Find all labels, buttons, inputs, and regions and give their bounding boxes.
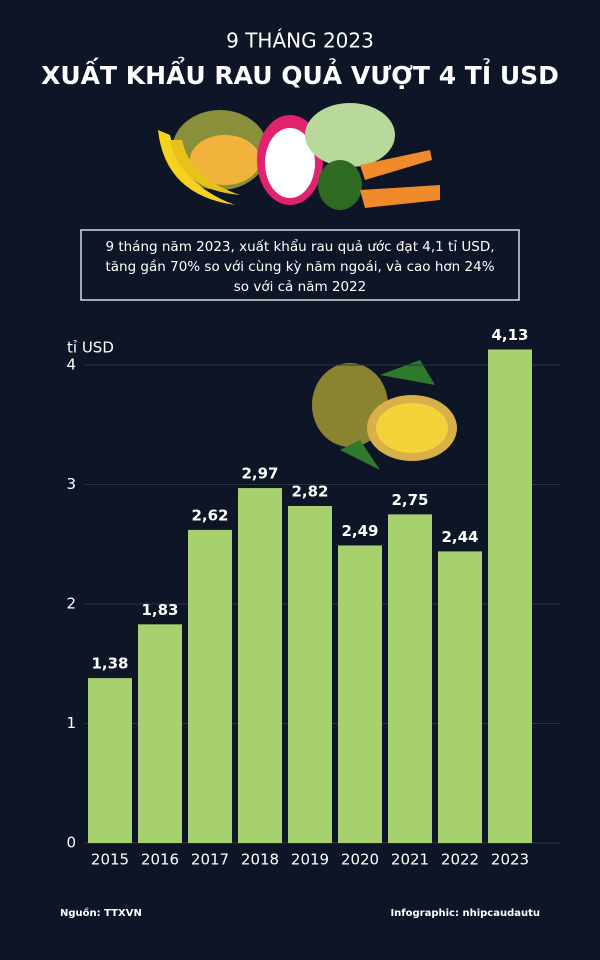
bar [438, 551, 482, 843]
credit: Infographic: nhipcaudautu [390, 908, 540, 919]
x-tick-label: 2018 [241, 851, 279, 869]
y-tick-label: 4 [66, 356, 76, 374]
value-label: 2,75 [391, 491, 428, 509]
value-label: 2,62 [191, 506, 228, 524]
value-label: 2,49 [341, 522, 378, 540]
x-tick-label: 2015 [91, 851, 129, 869]
bar [138, 624, 182, 843]
summary-line: tăng gần 70% so với cùng kỳ năm ngoái, v… [105, 259, 494, 275]
bar [288, 506, 332, 843]
bar [338, 545, 382, 843]
x-tick-label: 2022 [441, 851, 479, 869]
bar [388, 514, 432, 843]
x-tick-label: 2017 [191, 851, 229, 869]
chart-title: XUẤT KHẨU RAU QUẢ VƯỢT 4 TỈ USD [41, 56, 559, 90]
y-tick-label: 3 [66, 475, 76, 493]
value-label: 2,44 [441, 528, 478, 546]
bar [238, 488, 282, 843]
y-tick-label: 1 [66, 714, 76, 732]
x-tick-label: 2016 [141, 851, 179, 869]
y-tick-label: 0 [66, 834, 76, 852]
bar [188, 529, 232, 843]
value-label: 4,13 [491, 326, 528, 344]
value-label: 2,97 [241, 465, 278, 483]
y-tick-label: 2 [66, 595, 76, 613]
value-label: 2,82 [291, 483, 328, 501]
chart-subtitle: 9 THÁNG 2023 [226, 29, 374, 53]
y-axis-label: tỉ USD [67, 339, 114, 357]
value-label: 1,38 [91, 655, 128, 673]
x-tick-label: 2023 [491, 851, 529, 869]
x-tick-label: 2019 [291, 851, 329, 869]
summary-line: 9 tháng năm 2023, xuất khẩu rau quả ước … [105, 238, 494, 255]
x-tick-label: 2021 [391, 851, 429, 869]
bar [488, 349, 532, 843]
summary-box [80, 229, 520, 301]
value-label: 1,83 [141, 601, 178, 619]
x-tick-label: 2020 [341, 851, 379, 869]
source: Nguồn: TTXVN [60, 906, 142, 919]
fruit-illustration [158, 103, 440, 210]
summary-line: so với cả năm 2022 [234, 279, 367, 295]
bar [88, 678, 132, 843]
durian-illustration [312, 360, 457, 470]
